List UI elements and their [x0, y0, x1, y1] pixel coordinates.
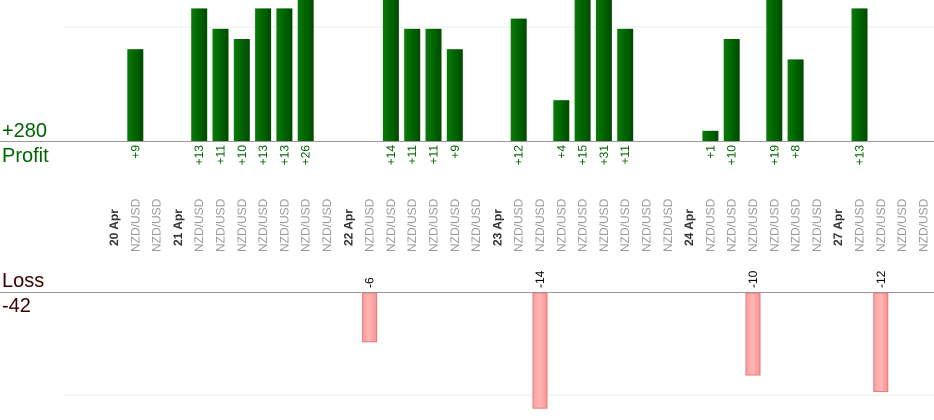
pair-label: NZD/USD [150, 198, 164, 252]
profit-value-label: +10 [235, 145, 249, 166]
profit-bar [595, 0, 612, 141]
profit-value-label: +9 [128, 145, 142, 159]
profit-bar [851, 8, 868, 142]
profit-value-label: +11 [214, 145, 228, 165]
pair-label: NZD/USD [640, 198, 654, 252]
pair-label: NZD/USD [235, 198, 249, 252]
profit-value-label: +11 [427, 145, 441, 165]
profit-bar [382, 0, 399, 141]
pair-label: NZD/USD [256, 198, 270, 252]
pair-label: NZD/USD [192, 198, 206, 252]
loss-label: Loss [2, 270, 45, 292]
loss-bar [362, 292, 378, 343]
profit-bar [787, 59, 804, 141]
pair-label: NZD/USD [725, 198, 739, 252]
pair-label: NZD/USD [469, 198, 483, 252]
profit-value-label: +11 [618, 145, 632, 165]
pair-label: NZD/USD [363, 198, 377, 252]
pair-label: NZD/USD [576, 198, 590, 252]
loss-bar [745, 292, 761, 376]
pair-label: NZD/USD [767, 198, 781, 252]
pair-label: NZD/USD [384, 198, 398, 252]
pair-label: NZD/USD [277, 198, 291, 252]
pair-label: NZD/USD [214, 198, 228, 252]
date-label: 21 Apr [171, 209, 185, 246]
loss-bar [873, 292, 889, 393]
profit-value-label: +15 [576, 145, 590, 166]
profit-bar [233, 39, 250, 141]
profit-value-label: +8 [789, 145, 803, 159]
profit-bar [510, 18, 527, 142]
pair-label: NZD/USD [512, 198, 526, 252]
profit-value-label: +10 [725, 145, 739, 166]
loss-bar [532, 292, 548, 409]
pair-label: NZD/USD [810, 198, 824, 252]
loss-value-label: -12 [874, 270, 888, 288]
date-label: 23 Apr [490, 209, 504, 246]
profit-value-label: +12 [512, 145, 526, 166]
profit-bar [574, 0, 591, 141]
profit-bar [425, 28, 442, 141]
profit-bar [297, 0, 314, 141]
pair-label: NZD/USD [320, 198, 334, 252]
profit-bar [276, 8, 293, 142]
profit-bar [553, 100, 570, 141]
pair-label: NZD/USD [554, 198, 568, 252]
date-label: 20 Apr [107, 209, 121, 246]
profit-label: Profit [2, 145, 49, 167]
profit-value-label: +13 [277, 145, 291, 166]
profit-bar [212, 28, 229, 141]
loss-total: -42 [2, 295, 31, 317]
profit-value-label: +14 [384, 145, 398, 166]
profit-value-label: +31 [597, 145, 611, 166]
profit-bar [702, 130, 719, 141]
profit-value-label: +13 [853, 145, 867, 166]
profit-value-label: +1 [703, 145, 717, 159]
profit-bar [723, 39, 740, 141]
pair-label: NZD/USD [874, 198, 888, 252]
pair-label: NZD/USD [703, 198, 717, 252]
pair-label: NZD/USD [299, 198, 313, 252]
profit-bar [617, 28, 634, 141]
pair-label: NZD/USD [853, 198, 867, 252]
profit-bar [127, 49, 144, 142]
pair-label: NZD/USD [916, 198, 930, 252]
profit-value-label: +13 [256, 145, 270, 166]
loss-value-label: -6 [363, 277, 377, 288]
pair-label: NZD/USD [427, 198, 441, 252]
date-label: 27 Apr [831, 209, 845, 246]
profit-bar [404, 28, 421, 141]
profit-bar [766, 0, 783, 141]
pair-label: NZD/USD [895, 198, 909, 252]
date-label: 24 Apr [682, 209, 696, 246]
pair-label: NZD/USD [789, 198, 803, 252]
profit-value-label: +4 [554, 145, 568, 159]
pair-label: NZD/USD [661, 198, 675, 252]
profit-value-label: +26 [299, 145, 313, 166]
loss-value-label: -10 [746, 270, 760, 288]
pair-label: NZD/USD [533, 198, 547, 252]
profit-bar [446, 49, 463, 142]
profit-value-label: +11 [405, 145, 419, 165]
date-label: 22 Apr [341, 209, 355, 246]
profit-total: +280 [2, 120, 48, 142]
pair-label: NZD/USD [746, 198, 760, 252]
profit-value-label: +19 [767, 145, 781, 166]
pair-label: NZD/USD [448, 198, 462, 252]
pair-label: NZD/USD [597, 198, 611, 252]
pair-label: NZD/USD [405, 198, 419, 252]
profit-bar [255, 8, 272, 142]
pair-label: NZD/USD [618, 198, 632, 252]
profit-bar [191, 8, 208, 142]
profit-value-label: +13 [192, 145, 206, 166]
profit-value-label: +9 [448, 145, 462, 159]
pair-label: NZD/USD [128, 198, 142, 252]
loss-value-label: -14 [533, 270, 547, 288]
